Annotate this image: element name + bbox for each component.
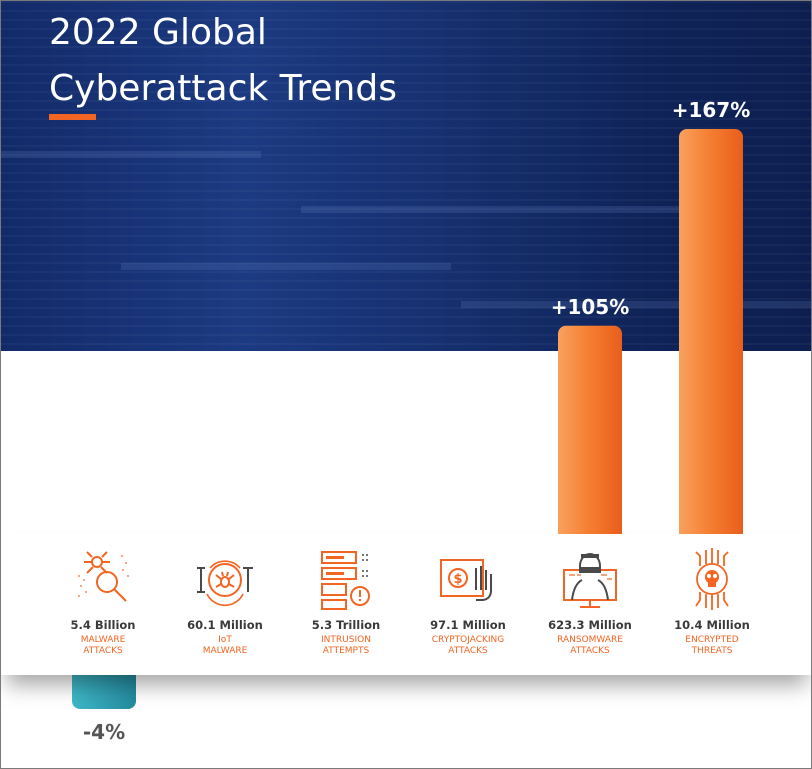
stat-label: RANSOMWARE — [557, 635, 623, 645]
malware-bug-magnifier-icon — [78, 551, 129, 602]
stat-label: ATTACKS — [570, 646, 610, 656]
server-alert-icon — [321, 551, 370, 610]
header-background — [1, 1, 811, 351]
stat-malware: 5.4 Billion MALWARE ATTACKS — [43, 546, 163, 657]
stat-label: ATTEMPTS — [322, 646, 370, 656]
title-underline — [49, 114, 96, 120]
dollar-screen-hand-icon: $ — [440, 559, 492, 601]
stat-label: ATTACKS — [83, 646, 123, 656]
stat-value: 60.1 Million — [187, 618, 263, 632]
stat-cryptojacking: $ 97.1 Million CRYPTOJACKING ATTACKS — [408, 546, 528, 657]
page-title: 2022 Global Cyberattack Trends — [49, 5, 397, 117]
stat-label: MALWARE — [202, 646, 248, 656]
stat-value: 10.4 Million — [674, 618, 750, 632]
glitch-streak — [301, 206, 721, 213]
stat-label: THREATS — [691, 646, 733, 656]
svg-text:$: $ — [453, 572, 462, 587]
skull-circuit-icon — [695, 548, 729, 610]
stat-label: IoT — [218, 635, 232, 645]
stat-label: ENCRYPTED — [685, 635, 739, 645]
stat-iot: 60.1 Million IoT MALWARE — [165, 546, 285, 657]
bar-value-label: -4% — [83, 720, 125, 744]
stat-intrusion: 5.3 Trillion INTRUSION ATTEMPTS — [286, 546, 406, 657]
stat-value: 5.4 Billion — [70, 618, 136, 632]
iot-bug-icon — [197, 560, 253, 607]
glitch-streak — [121, 263, 451, 270]
stat-value: 5.3 Trillion — [311, 618, 381, 632]
title-line-2: Cyberattack Trends — [49, 68, 397, 109]
stat-ransomware: 623.3 Million RANSOMWARE ATTACKS — [530, 546, 650, 657]
glitch-streak — [461, 301, 811, 308]
bar-value-label: +105% — [551, 295, 630, 319]
bar-value-label: +167% — [672, 98, 751, 122]
stat-label: MALWARE — [80, 635, 126, 645]
title-line-1: 2022 Global — [49, 12, 267, 53]
stat-label: CRYPTOJACKING — [431, 635, 505, 645]
stat-encrypted: 10.4 Million ENCRYPTED THREATS — [652, 546, 772, 657]
stats-band — [1, 534, 811, 675]
stat-value: 97.1 Million — [430, 618, 506, 632]
hacker-monitor-icon — [563, 553, 617, 608]
stat-label: INTRUSION — [321, 635, 371, 645]
stat-value: 623.3 Million — [548, 618, 632, 632]
stat-label: ATTACKS — [448, 646, 488, 656]
glitch-streak — [1, 151, 261, 158]
